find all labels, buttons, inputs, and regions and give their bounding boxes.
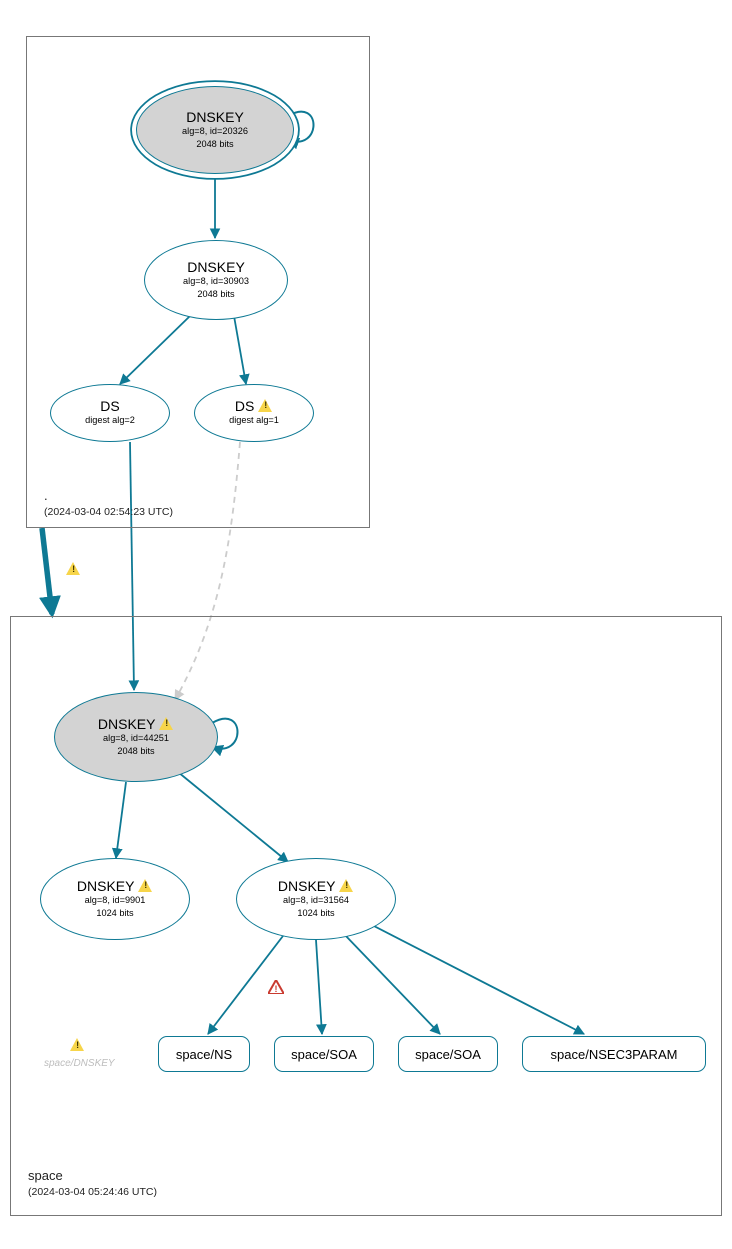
warning-icon [138, 879, 153, 893]
node-line3: 2048 bits [196, 139, 233, 151]
node-line2: alg=8, id=31564 [283, 895, 349, 907]
zone-ts-space: (2024-03-04 05:24:46 UTC) [28, 1186, 157, 1198]
warning-icon [70, 1038, 85, 1052]
rrset-label: space/NSEC3PARAM [551, 1047, 678, 1062]
node-line3: 2048 bits [197, 289, 234, 301]
node-line2: alg=8, id=20326 [182, 126, 248, 138]
node-line2: alg=8, id=9901 [85, 895, 146, 907]
rrset-space-soa-1[interactable]: space/SOA [274, 1036, 374, 1072]
rrset-label: space/SOA [415, 1047, 481, 1062]
dnskey-root-zsk-node[interactable]: DNSKEY alg=8, id=30903 2048 bits [144, 240, 288, 320]
node-title: DS [100, 399, 119, 414]
zone-name-root: . [44, 488, 48, 503]
zone-ts-root: (2024-03-04 02:54:23 UTC) [44, 506, 173, 518]
rrset-space-ns[interactable]: space/NS [158, 1036, 250, 1072]
node-title: DS [235, 399, 273, 414]
dnskey-space-31564-node[interactable]: DNSKEY alg=8, id=31564 1024 bits [236, 858, 396, 940]
ds-alg1-node[interactable]: DS digest alg=1 [194, 384, 314, 442]
node-line3: 2048 bits [117, 746, 154, 758]
dnskey-root-ksk-node[interactable]: DNSKEY alg=8, id=20326 2048 bits [136, 86, 294, 174]
node-title-text: DNSKEY [77, 878, 134, 894]
zone-name-space: space [28, 1168, 63, 1183]
node-title: DNSKEY [77, 879, 153, 894]
faded-dnskey-label: space/DNSKEY [44, 1058, 115, 1069]
rrset-space-soa-2[interactable]: space/SOA [398, 1036, 498, 1072]
dnskey-space-9901-node[interactable]: DNSKEY alg=8, id=9901 1024 bits [40, 858, 190, 940]
node-line2: digest alg=1 [229, 415, 279, 427]
warning-icon [66, 562, 81, 576]
node-title-text: DS [235, 398, 254, 414]
node-line2: digest alg=2 [85, 415, 135, 427]
svg-text:!: ! [275, 984, 278, 994]
ds-alg2-node[interactable]: DS digest alg=2 [50, 384, 170, 442]
node-title-text: DNSKEY [278, 878, 335, 894]
rrset-space-nsec3param[interactable]: space/NSEC3PARAM [522, 1036, 706, 1072]
rrset-label: space/SOA [291, 1047, 357, 1062]
node-title: DNSKEY [98, 717, 174, 732]
node-line3: 1024 bits [297, 908, 334, 920]
node-title: DNSKEY [187, 260, 245, 275]
warning-icon [159, 717, 174, 731]
rrset-label: space/NS [176, 1047, 232, 1062]
node-line3: 1024 bits [96, 908, 133, 920]
warning-icon [339, 879, 354, 893]
warning-icon [258, 399, 273, 413]
node-title: DNSKEY [278, 879, 354, 894]
node-line2: alg=8, id=30903 [183, 276, 249, 288]
dnskey-space-ksk-node[interactable]: DNSKEY alg=8, id=44251 2048 bits [54, 692, 218, 782]
node-title-text: DNSKEY [98, 716, 155, 732]
node-title: DNSKEY [186, 110, 244, 125]
error-icon: ! [268, 980, 284, 994]
node-line2: alg=8, id=44251 [103, 733, 169, 745]
